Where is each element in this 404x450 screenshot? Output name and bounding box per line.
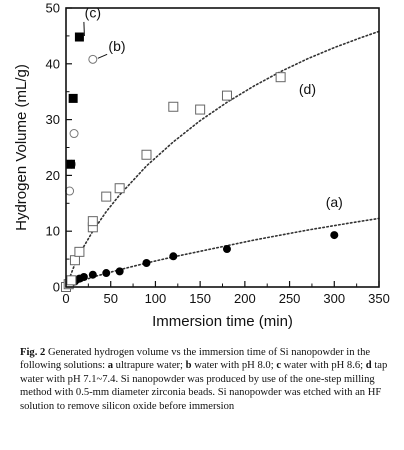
axis-ticks [65,7,380,288]
caption-text-a: ultrapure water; [113,360,186,372]
data-point-d [168,101,179,112]
data-point-a [330,231,339,240]
x-tick-label: 250 [279,291,301,306]
x-tick-label: 100 [145,291,167,306]
x-tick-label: 50 [103,291,117,306]
caption-label-a: a [107,360,113,372]
y-tick-label: 0 [53,280,60,295]
data-point-d [101,191,112,202]
data-point-a [88,270,97,279]
data-point-d [114,183,125,194]
fit-curve-d [65,30,380,288]
data-point-a [169,252,178,261]
series-label-a: (a) [326,194,343,210]
data-point-d [195,104,206,115]
series-labels: (a) (b) (c) (d) [83,4,343,210]
series-label-d: (d) [299,81,316,97]
y-axis-label: Hydrogen Volume (mL/g) [13,64,30,231]
caption-label-d: d [365,360,372,372]
tick-labels: 0 50 100 150 200 250 300 350 0 10 20 30 40 50 [46,1,390,307]
data-point-d [141,149,152,160]
data-point-a [102,269,111,278]
data-point-d [275,72,286,83]
fit-curves [65,30,380,288]
caption-text-b: water with pH 8.0; [191,360,277,372]
x-tick-label: 0 [62,291,69,306]
caption-label-c: c [276,360,282,372]
x-tick-label: 200 [234,291,256,306]
data-point-d [69,255,80,266]
x-tick-label: 300 [323,291,345,306]
data-point-c [68,93,78,103]
caption-text-1: Generated hydrogen volume vs the immersi… [20,347,371,372]
series-label-c: (c) [85,4,101,20]
y-tick-label: 30 [46,112,60,127]
data-point-a [222,245,231,254]
data-point-b [69,129,79,139]
y-tick-label: 40 [46,56,60,71]
data-point-d [87,216,98,227]
y-tick-label: 20 [46,168,60,183]
data-point-d [221,90,232,101]
caption-text-d: tap water with pH 7.1~7.4. Si nanopowder… [20,360,388,412]
data-point-c [74,32,84,42]
y-tick-label: 50 [46,1,60,16]
x-axis-label: Immersion time (min) [152,313,293,330]
data-point-c [65,159,75,169]
leader-line-b [97,53,108,59]
x-tick-label: 350 [368,291,390,306]
y-tick-label: 10 [46,224,60,239]
data-point-d [74,246,85,257]
data-point-a [115,267,124,276]
caption-fig-label: Fig. 2 [20,347,46,358]
data-point-a [79,272,88,281]
caption-label-b: b [185,360,192,372]
data-point-b [88,54,98,64]
data-point-a [142,259,151,268]
data-markers [61,32,339,292]
series-label-b: (b) [108,38,125,54]
data-point-d [66,275,77,286]
x-tick-label: 150 [189,291,211,306]
figure-caption: Fig. 2 Generated hydrogen volume vs the … [20,346,392,413]
leader-line-c [83,21,85,37]
caption-text-c: water with pH 8.6; [281,360,366,372]
fit-curve-a [65,217,380,288]
